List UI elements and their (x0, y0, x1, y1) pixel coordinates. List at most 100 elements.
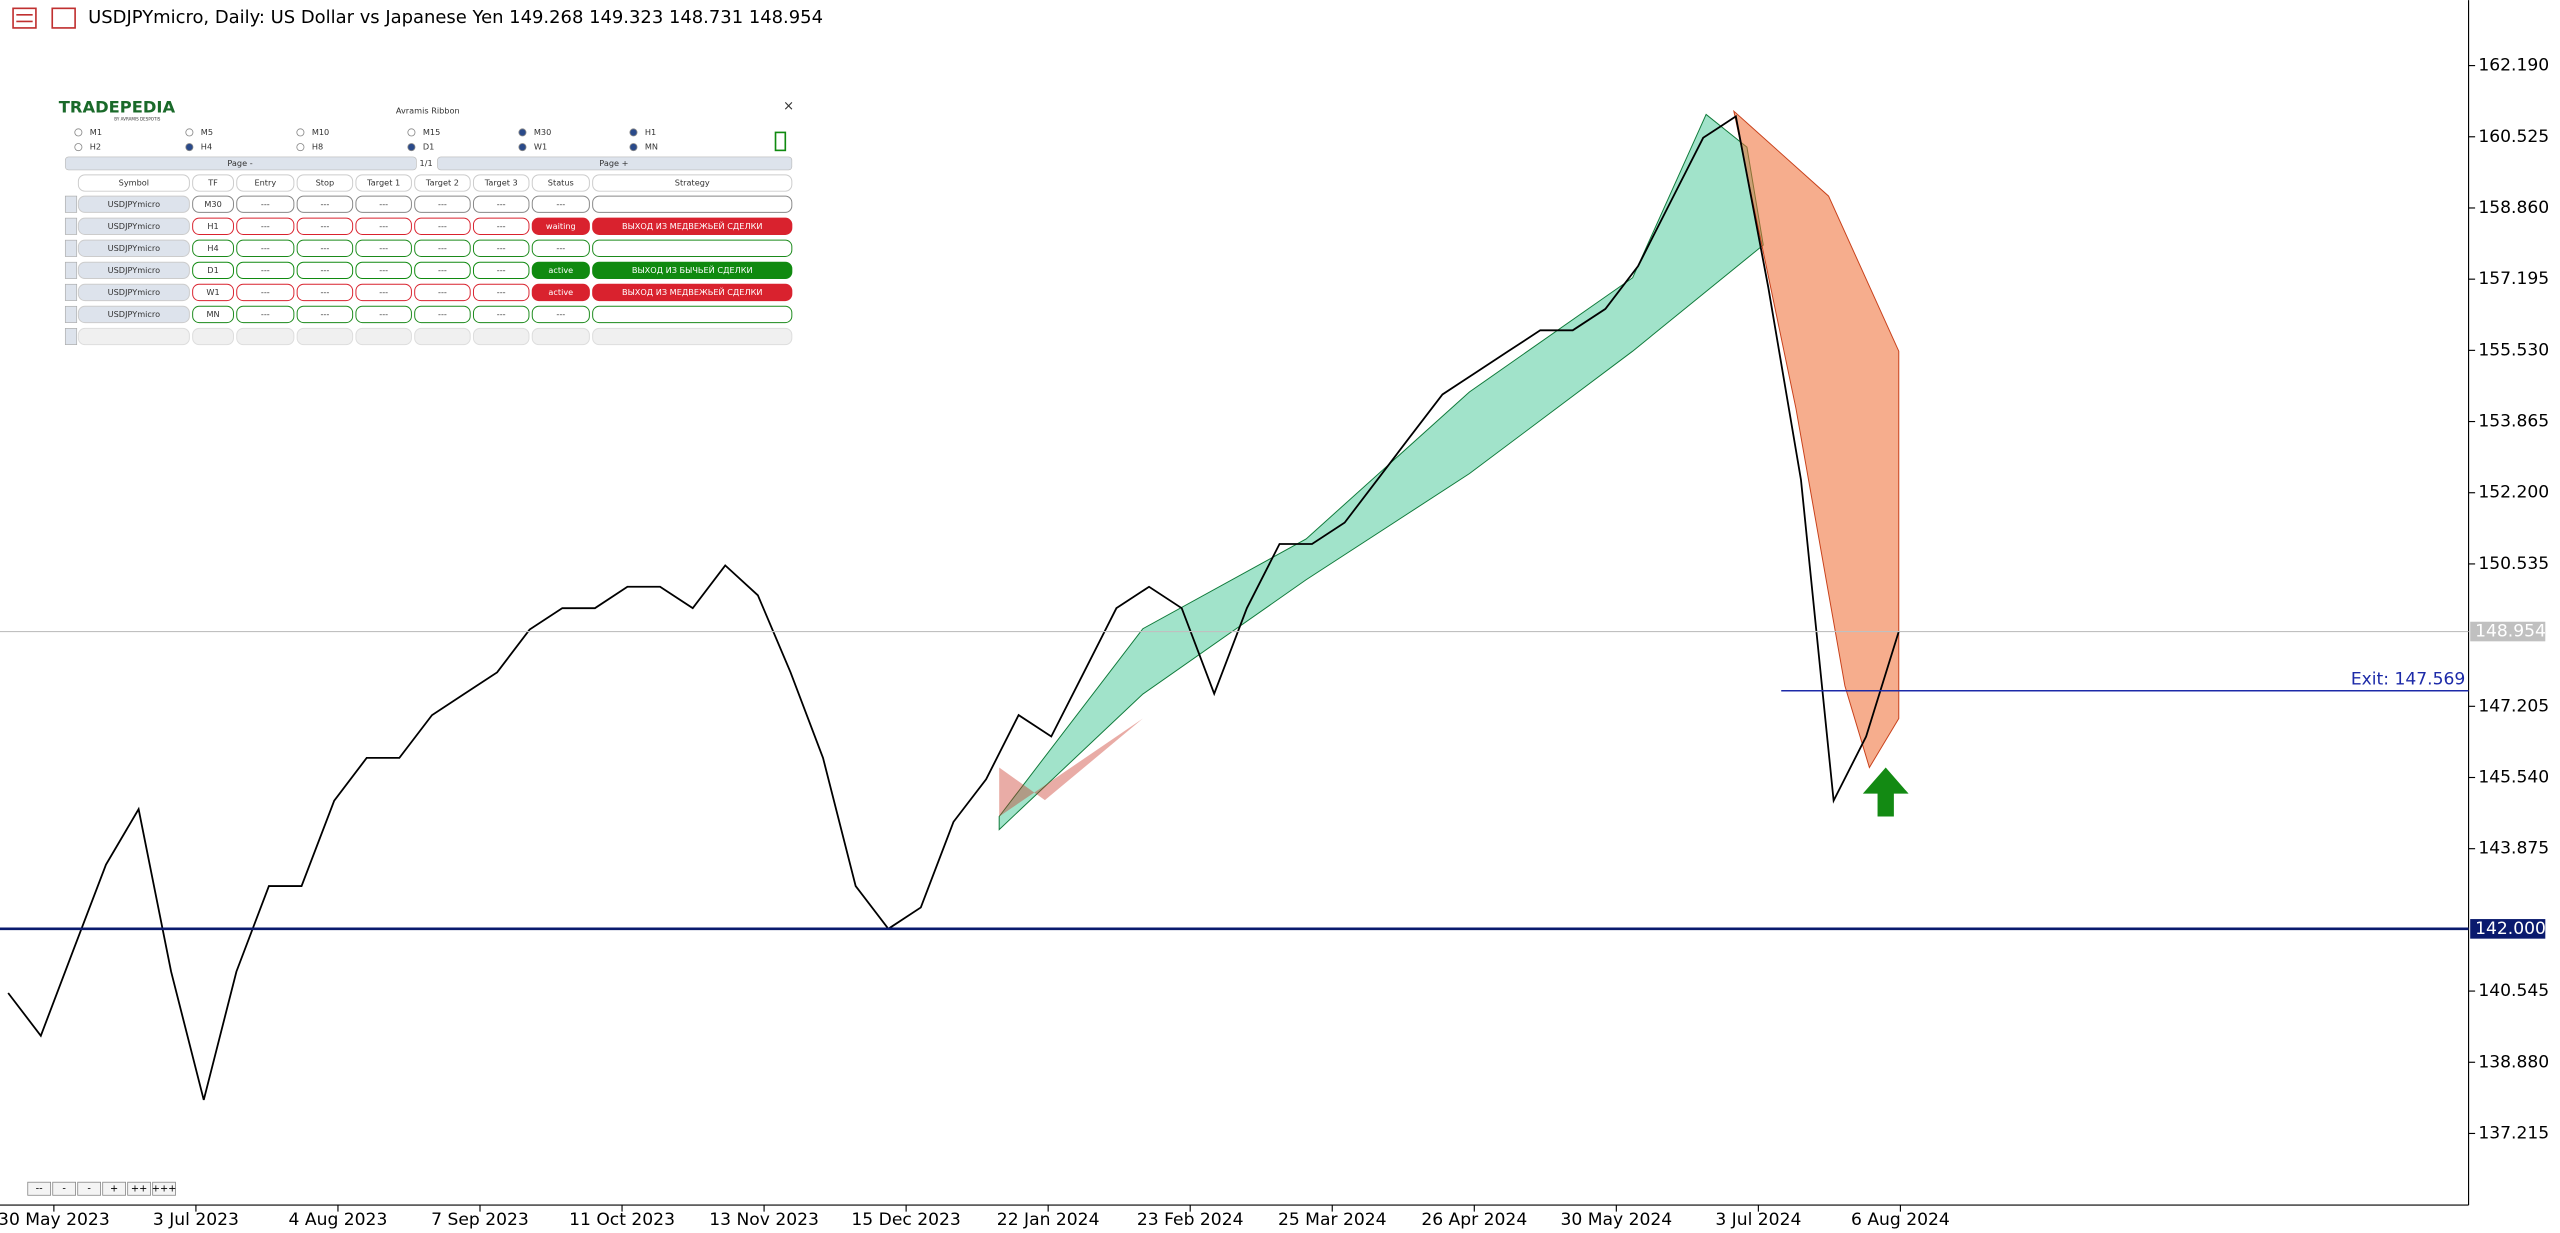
logo-sub: BY AVRAMIS DESPOTIS (114, 116, 160, 121)
y-tick-label: 157.195 (2478, 269, 2549, 289)
zoom-label: ++ (131, 1184, 147, 1195)
table-cell (77, 195, 190, 213)
x-tick-label: 7 Sep 2023 (431, 1210, 529, 1230)
empty-cell (192, 327, 234, 346)
table-cell (236, 239, 295, 257)
header-cell (236, 174, 295, 192)
cell-text: active (548, 265, 573, 275)
zoom-button[interactable] (52, 1181, 76, 1196)
close-button[interactable]: × (783, 99, 794, 114)
table-cell (236, 283, 295, 302)
table-cell (77, 283, 190, 302)
radio[interactable] (518, 143, 527, 152)
ribbon-bear (1733, 109, 1900, 769)
exit-label: Exit: 147.569 (2351, 669, 2465, 689)
cell-text: --- (320, 265, 329, 275)
cell-text: USDJPYmicro (108, 265, 160, 275)
zoom-button[interactable] (27, 1181, 52, 1196)
chart-icon[interactable] (51, 7, 76, 29)
header-cell (531, 174, 590, 192)
zoom-button[interactable] (77, 1181, 101, 1196)
table-cell (192, 305, 234, 324)
row-icon[interactable] (64, 195, 78, 213)
cell-text: --- (556, 309, 565, 319)
radio[interactable] (629, 143, 638, 152)
table-cell (296, 261, 354, 280)
header-cell (472, 174, 530, 192)
cell-text: M30 (204, 199, 221, 209)
row-icon[interactable] (64, 261, 78, 279)
cell-text: --- (438, 199, 447, 209)
empty-cell (592, 327, 793, 346)
zoom-button[interactable] (127, 1181, 151, 1196)
x-tick-label: 13 Nov 2023 (709, 1210, 819, 1230)
cell-text: --- (320, 199, 329, 209)
cell-text: ВЫХОД ИЗ БЫЧЬЕЙ СДЕЛКИ (632, 264, 753, 275)
x-tick-label: 26 Apr 2024 (1421, 1210, 1527, 1230)
radio[interactable] (185, 128, 194, 137)
header-label: TF (207, 178, 218, 188)
table-cell (296, 217, 354, 235)
header-label: Entry (254, 178, 276, 188)
y-tick-label: 147.205 (2478, 696, 2549, 716)
zoom-button[interactable] (152, 1181, 176, 1196)
table-cell (355, 283, 412, 302)
table-cell (355, 261, 412, 280)
table-cell (531, 195, 590, 213)
cell-text: USDJPYmicro (108, 309, 160, 319)
radio[interactable] (518, 128, 527, 137)
x-tick-label: 22 Jan 2024 (997, 1210, 1100, 1230)
cell-text: --- (379, 265, 388, 275)
cell-text: USDJPYmicro (108, 221, 160, 231)
header-cell (592, 174, 793, 192)
radio[interactable] (296, 143, 305, 152)
y-tick-label: 155.530 (2478, 340, 2549, 360)
cell-text: --- (379, 199, 388, 209)
radio[interactable] (74, 143, 83, 152)
row-icon[interactable] (64, 305, 78, 323)
table-cell (296, 283, 354, 302)
cell-text: --- (261, 221, 270, 231)
page-prev[interactable] (64, 156, 417, 171)
radio[interactable] (629, 128, 638, 137)
table-cell (531, 305, 590, 324)
cell-text: --- (497, 221, 506, 231)
table-cell (77, 217, 190, 235)
table-cell (414, 283, 471, 302)
table-cell (472, 305, 530, 324)
row-icon[interactable] (64, 283, 78, 301)
menu-icon[interactable] (12, 7, 37, 29)
cell-text: --- (497, 309, 506, 319)
row-icon[interactable] (64, 239, 78, 257)
zoom-label: - (87, 1184, 91, 1195)
cell-text: USDJPYmicro (108, 243, 160, 253)
radio-label: M30 (534, 127, 551, 137)
cell-text: --- (320, 221, 329, 231)
cell-text: --- (438, 309, 447, 319)
x-tick-label: 3 Jul 2023 (153, 1210, 239, 1230)
table-cell (236, 195, 295, 213)
row-icon[interactable] (64, 217, 78, 235)
radio[interactable] (296, 128, 305, 137)
table-cell (414, 305, 471, 324)
radio[interactable] (407, 143, 416, 152)
radio[interactable] (185, 143, 194, 152)
cell-text: --- (438, 265, 447, 275)
zoom-button[interactable] (102, 1181, 126, 1196)
y-tick-label: 140.545 (2478, 981, 2549, 1001)
cell-text: H4 (207, 243, 218, 253)
table-cell (592, 239, 793, 257)
table-cell (592, 217, 793, 235)
page-next[interactable] (437, 156, 793, 171)
page-info: 1/1 (420, 158, 433, 168)
price-line (7, 114, 1900, 1101)
table-cell (355, 305, 412, 324)
table-cell (192, 195, 234, 213)
radio[interactable] (407, 128, 416, 137)
radio[interactable] (74, 128, 83, 137)
cell-text: USDJPYmicro (108, 287, 160, 297)
table-cell (531, 283, 590, 302)
header-label: Target 3 (484, 178, 518, 188)
cell-text: --- (261, 265, 270, 275)
